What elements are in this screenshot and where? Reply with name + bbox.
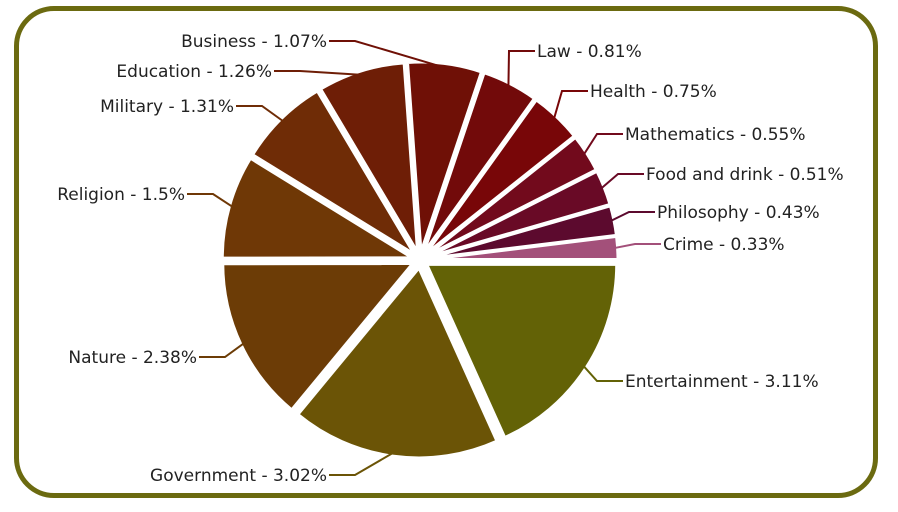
leader-line	[582, 133, 623, 156]
leader-line	[599, 173, 644, 190]
labels-layer: Crime - 0.33% Philosophy - 0.43% Food and …	[57, 32, 843, 486]
pie-slice	[422, 70, 537, 254]
slice-label: Crime - 0.33%	[663, 235, 785, 255]
slice-label: Religion - 1.5%	[57, 185, 185, 205]
pie-slice	[318, 61, 420, 254]
slice-label: Entertainment - 3.11%	[625, 372, 819, 392]
slice-label: Philosophy - 0.43%	[657, 203, 820, 223]
pie-slice	[295, 265, 499, 460]
pie-slice	[425, 135, 599, 258]
pie-slice	[424, 262, 619, 440]
leader-line	[507, 50, 535, 88]
leader-line	[329, 451, 395, 476]
leader-line	[613, 243, 661, 250]
leader-line	[609, 211, 655, 223]
slice-label: Military - 1.31%	[100, 97, 234, 117]
slice-label: Mathematics - 0.55%	[625, 125, 806, 145]
leader-line	[552, 90, 588, 120]
slice-label: Nature - 2.38%	[68, 348, 197, 368]
slice-label: Government - 3.02%	[150, 466, 327, 486]
slices-layer	[220, 60, 620, 460]
pie-slice	[424, 97, 577, 256]
pie-slice	[405, 60, 484, 253]
slice-label: Law - 0.81%	[537, 42, 642, 62]
slice-label: Education - 1.26%	[116, 62, 272, 82]
slice-label: Health - 0.75%	[590, 82, 717, 102]
slice-label: Business - 1.07%	[181, 32, 327, 52]
pie-slice	[426, 169, 612, 259]
leader-line	[187, 193, 234, 209]
leader-line	[582, 364, 623, 382]
leader-line	[199, 341, 246, 358]
leader-line	[329, 40, 445, 69]
leader-line	[274, 70, 363, 76]
slice-label: Food and drink - 0.51%	[646, 165, 844, 185]
leaders-layer	[187, 40, 661, 476]
leader-line	[236, 105, 285, 123]
pie-slice	[220, 156, 418, 260]
